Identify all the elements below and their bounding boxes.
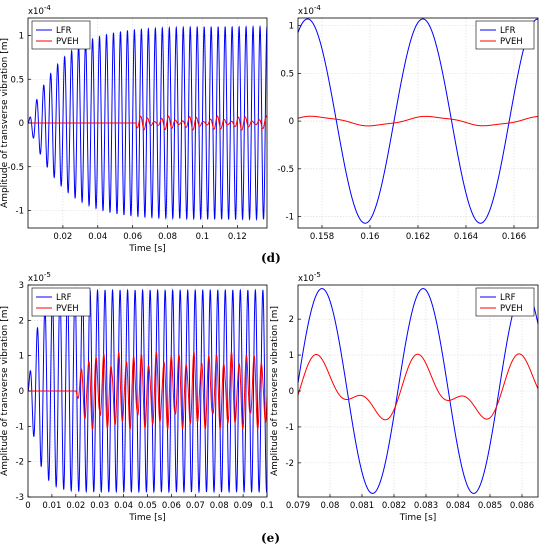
chart-bottom-right: 0.079 0.08 0.081 0.082 0.083 0.084 0.085 0.086 -… [270,271,539,523]
y-tick-label: 1 [289,22,294,32]
x-tick-label: 0.08 [321,501,340,511]
y-tick-label: 0 [19,387,24,397]
x-tick-label: 0.16 [361,232,380,242]
x-tick-label: 0.08 [158,232,177,242]
x-tick-label: 0.158 [310,232,334,242]
legend-box [31,20,91,50]
x-tick-label: 0 [25,501,30,511]
y-axis-label: Amplitude of transverse vibration [m] [270,306,280,476]
legend-entry: LFR [500,26,516,36]
y-tick-label: 0 [289,387,294,397]
y-tick-label: 1 [19,32,24,42]
series-line-pveh [28,115,267,131]
y-tick-label: -1 [286,213,294,223]
chart-top-right: 0.158 0.16 0.162 0.164 0.166 -1 -0.5 0 0.5 1 x10-4… [277,4,539,242]
x-tick-label: 0.166 [502,232,526,242]
x-tick-label: 0.08 [210,501,229,511]
y-tick-label: -1 [286,423,294,433]
x-tick-label: 0.01 [42,501,61,511]
y-tick-label: 2 [289,315,294,325]
x-tick-label: 0.086 [510,501,534,511]
series-line-pveh [298,353,538,421]
x-tick-label: 0.02 [53,232,72,242]
legend-box [475,287,535,317]
series-line-lfr [28,24,267,222]
axis-exponent: x10-5 [298,271,321,284]
x-tick-label: 0.162 [406,232,430,242]
legend-entry: LRF [500,293,516,303]
y-tick-label: -2 [286,459,294,469]
x-tick-label: 0.164 [454,232,478,242]
x-tick-label: 0.083 [414,501,438,511]
legend-entry: PVEH [56,37,79,47]
y-tick-label: -1 [16,422,24,432]
y-axis-label: Amplitude of transverse vibration [m] [0,306,10,476]
x-axis-label: Time [s] [128,513,166,523]
x-axis-label: Time [s] [399,513,437,523]
x-tick-label: 0.03 [90,501,109,511]
y-tick-label: 0 [19,119,24,129]
x-tick-label: 0.12 [228,232,247,242]
x-tick-label: 0.1 [260,501,274,511]
x-tick-label: 0.05 [138,501,157,511]
y-tick-label: -3 [16,493,24,503]
x-tick-label: 0.04 [88,232,107,242]
x-tick-label: 0.09 [234,501,253,511]
x-tick-label: 0.079 [286,501,310,511]
x-tick-label: 0.081 [350,501,374,511]
legend-entry: LRF [56,293,72,303]
x-tick-label: 0.085 [478,501,502,511]
series-line-pveh [28,351,267,431]
y-tick-label: -2 [16,458,24,468]
x-tick-label: 0.07 [186,501,205,511]
row-label-e: (e) [261,531,280,545]
axis-exponent: x10-4 [28,4,51,17]
x-tick-label: 0.082 [382,501,406,511]
axis-exponent: x10-4 [298,4,321,17]
legend-entry: PVEH [500,37,523,47]
x-tick-label: 0.02 [66,501,85,511]
y-tick-label: 0.5 [280,69,294,79]
x-tick-label: 0.06 [162,501,181,511]
y-tick-label: 0.5 [10,75,24,85]
y-tick-label: 1 [19,352,24,362]
series-line-pveh [298,115,538,127]
legend-entry: PVEH [500,304,523,314]
row-label-d: (d) [261,251,281,265]
y-tick-label: 3 [19,281,24,291]
x-axis-label: Time [s] [128,244,166,254]
x-tick-label: 0.084 [446,501,470,511]
legend-box [475,20,535,50]
x-tick-label: 0.06 [123,232,142,242]
chart-bottom-left: 0 0.01 0.02 0.03 0.04 0.05 0.06 0.07 0.08 0.09 0.1… [0,271,274,523]
series-line-lrf [298,288,538,494]
series-line-lfr [298,18,538,224]
y-tick-label: -1 [16,207,24,217]
y-axis-label: Amplitude of transverse vibration [m] [0,38,10,208]
y-tick-label: -0.5 [7,163,24,173]
y-tick-label: 2 [19,316,24,326]
axis-exponent: x10-5 [28,271,51,284]
x-tick-label: 0.1 [196,232,210,242]
y-tick-label: -0.5 [277,165,294,175]
legend-box [31,287,91,317]
chart-top-left: 0.02 0.04 0.06 0.08 0.1 0.12 -1 -0.5 0 0.5 1 x10-4 T… [0,4,268,254]
y-tick-label: 1 [289,351,294,361]
y-tick-label: 0 [289,117,294,127]
legend-entry: PVEH [56,304,79,314]
legend-entry: LFR [56,26,72,36]
x-tick-label: 0.04 [114,501,133,511]
